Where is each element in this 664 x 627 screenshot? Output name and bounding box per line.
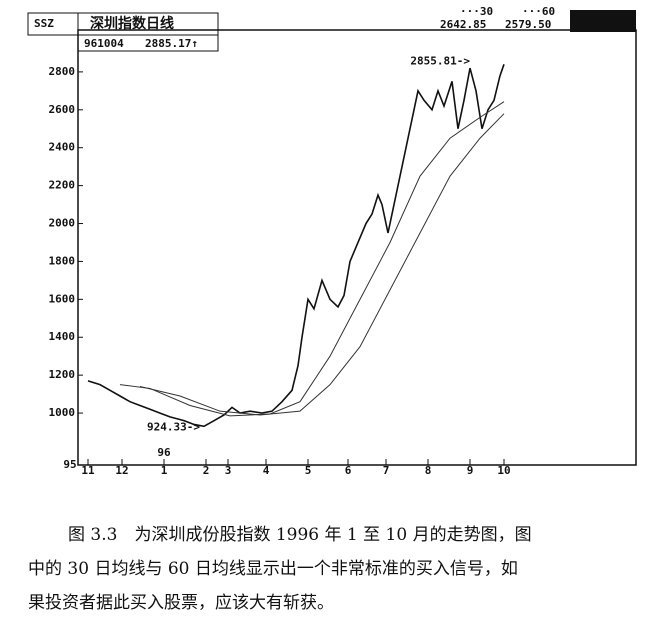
caption-line: 图 3.3 为深圳成份股指数 1996 年 1 至 10 月的走势图，图 [68, 525, 532, 545]
year-label: 96 [157, 446, 171, 459]
y-tick-label: 2400 [49, 141, 76, 154]
y-tick-label: 1200 [49, 368, 76, 381]
y-tick-label: 1800 [49, 254, 76, 267]
caption-line: 中的 30 日均线与 60 日均线显示出一个非常标准的买入信号，如 [28, 559, 518, 579]
annotation: 924.33-> [147, 420, 200, 433]
x-tick-label: 6 [345, 464, 352, 477]
annotation: 2855.81-> [410, 54, 470, 67]
plot-frame [77, 29, 637, 466]
info-box [77, 34, 219, 52]
x-tick-label: 5 [305, 464, 312, 477]
x-tick-label: 9 [467, 464, 474, 477]
mode-box [570, 10, 636, 32]
x-tick-label: 12 [115, 464, 128, 477]
series-line [119, 101, 505, 417]
y-tick-label: 2600 [49, 103, 76, 116]
x-tick-label: 3 [225, 464, 232, 477]
x-tick-label: 7 [383, 464, 390, 477]
ma-value: 2642.85 [440, 18, 486, 31]
ma-name: ···30 [460, 5, 493, 18]
series-line [87, 64, 505, 428]
y-tick-label: 2200 [49, 179, 76, 192]
y-tick-label: 1600 [49, 292, 76, 305]
x-tick-label: 1 [161, 464, 168, 477]
code: SSZ [34, 17, 54, 30]
caption-line: 果投资者据此买入股票，应该大有斩获。 [28, 593, 334, 613]
x-tick-label: 11 [81, 464, 95, 477]
x-tick-label: 4 [263, 464, 270, 477]
chart: SSZ 深圳指数日线 961004 2885.17↑ ···30 2642.85… [27, 5, 637, 477]
y-tick-label: 1400 [49, 330, 76, 343]
year-label: 95 [63, 458, 76, 471]
x-tick-label: 2 [203, 464, 210, 477]
series-line [139, 113, 505, 416]
x-tick-label: 10 [497, 464, 510, 477]
y-tick-label: 2800 [49, 65, 76, 78]
date: 961004 [84, 37, 124, 50]
x-tick-label: 8 [425, 464, 432, 477]
title: 深圳指数日线 [90, 15, 174, 32]
price: 2885.17↑ [145, 37, 198, 50]
y-tick-label: 1000 [49, 406, 76, 419]
ma-value: 2579.50 [505, 18, 551, 31]
y-tick-label: 2000 [49, 217, 76, 230]
ma-name: ···60 [522, 5, 555, 18]
